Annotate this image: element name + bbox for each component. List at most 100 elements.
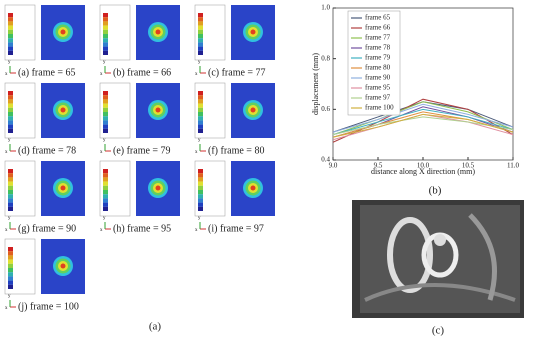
contour-ring	[60, 185, 66, 191]
color-bar	[8, 95, 13, 100]
color-bar	[198, 17, 203, 22]
color-bar	[198, 116, 203, 121]
color-bar	[103, 99, 108, 104]
color-bar	[8, 259, 13, 264]
color-bar	[198, 38, 203, 43]
color-bar	[8, 177, 13, 182]
color-bar	[198, 169, 203, 174]
color-bar	[8, 280, 13, 285]
triad-y-label: y	[8, 216, 11, 221]
color-bar	[103, 34, 108, 39]
color-bar	[8, 34, 13, 39]
contour-ring	[250, 29, 256, 35]
contour-ring	[60, 29, 66, 35]
triad-y-label: y	[8, 60, 11, 65]
color-bar	[198, 128, 203, 133]
color-bar	[198, 190, 203, 195]
color-bar	[8, 276, 13, 281]
color-bar	[103, 116, 108, 121]
color-bar	[8, 42, 13, 47]
color-bar	[103, 185, 108, 190]
contour-panel: x y (i) frame = 97	[194, 160, 275, 234]
panel-label: (e) frame = 79	[113, 145, 171, 156]
color-bar	[103, 29, 108, 34]
panel-label: (i) frame = 97	[208, 223, 264, 234]
contour-ring	[155, 107, 161, 113]
color-bar	[8, 173, 13, 178]
color-bar	[198, 120, 203, 125]
color-bar	[8, 46, 13, 51]
contour-ring	[60, 107, 66, 113]
color-bar	[8, 263, 13, 268]
panel-label: (h) frame = 95	[113, 223, 171, 234]
legend-label: frame 80	[365, 64, 391, 72]
series-line	[332, 103, 514, 133]
color-bar	[103, 181, 108, 186]
color-bar	[198, 91, 203, 96]
color-bar	[198, 99, 203, 104]
color-bar	[198, 124, 203, 129]
triad-y-label: y	[198, 138, 201, 143]
color-bar	[198, 185, 203, 190]
legend-label: frame 97	[365, 94, 391, 102]
color-bar	[8, 103, 13, 108]
color-bar	[8, 107, 13, 112]
series-line	[332, 108, 514, 136]
color-bar	[8, 198, 13, 203]
color-bar	[8, 128, 13, 133]
color-bar	[8, 251, 13, 256]
color-bar	[198, 107, 203, 112]
color-bar	[8, 50, 13, 55]
panel-label: (a) frame = 65	[18, 67, 76, 78]
color-bar	[103, 202, 108, 207]
contour-panel: x y (h) frame = 95	[99, 160, 180, 234]
color-bar	[198, 34, 203, 39]
triad-x-label: x	[195, 228, 198, 233]
panel-label: (g) frame = 90	[18, 223, 76, 234]
color-bar	[8, 91, 13, 96]
color-bar	[8, 190, 13, 195]
color-bar	[8, 124, 13, 129]
color-bar	[8, 194, 13, 199]
color-bar	[8, 272, 13, 277]
contour-panel: x y (f) frame = 80	[194, 82, 275, 156]
series-line	[332, 113, 514, 138]
color-bar	[8, 112, 13, 117]
contour-panel: x y (g) frame = 90	[4, 160, 85, 234]
color-bar	[103, 103, 108, 108]
color-bar	[198, 21, 203, 26]
panel-label: (d) frame = 78	[18, 145, 76, 156]
panel-label: (b) frame = 66	[113, 67, 171, 78]
legend-label: frame 66	[365, 24, 391, 32]
legend-label: frame 100	[365, 104, 394, 112]
contour-panel: x y (e) frame = 79	[99, 82, 180, 156]
color-bar	[103, 124, 108, 129]
color-bar	[198, 206, 203, 211]
triad-x-label: x	[5, 228, 8, 233]
y-axis-label: displacement (mm)	[311, 53, 320, 115]
color-bar	[8, 202, 13, 207]
contour-panel: x y (d) frame = 78	[4, 82, 85, 156]
caption-b: (b)	[429, 185, 442, 197]
color-bar	[8, 268, 13, 273]
caption-c: (c)	[432, 325, 445, 337]
color-bar	[103, 120, 108, 125]
color-bar	[198, 46, 203, 51]
contour-panel: x y (c) frame = 77	[194, 4, 275, 78]
color-bar	[103, 112, 108, 117]
legend-label: frame 78	[365, 44, 391, 52]
color-bar	[8, 120, 13, 125]
x-tick-label: 9.5	[374, 162, 383, 170]
triad-y-label: y	[103, 60, 106, 65]
color-bar	[103, 50, 108, 55]
color-bar	[103, 190, 108, 195]
color-bar	[103, 38, 108, 43]
color-bar	[8, 247, 13, 252]
color-bar	[8, 206, 13, 211]
color-bar	[103, 42, 108, 47]
x-tick-label: 11.0	[507, 162, 519, 170]
color-bar	[198, 29, 203, 34]
color-bar	[8, 21, 13, 26]
triad-y-label: y	[8, 138, 11, 143]
color-bar	[8, 116, 13, 121]
